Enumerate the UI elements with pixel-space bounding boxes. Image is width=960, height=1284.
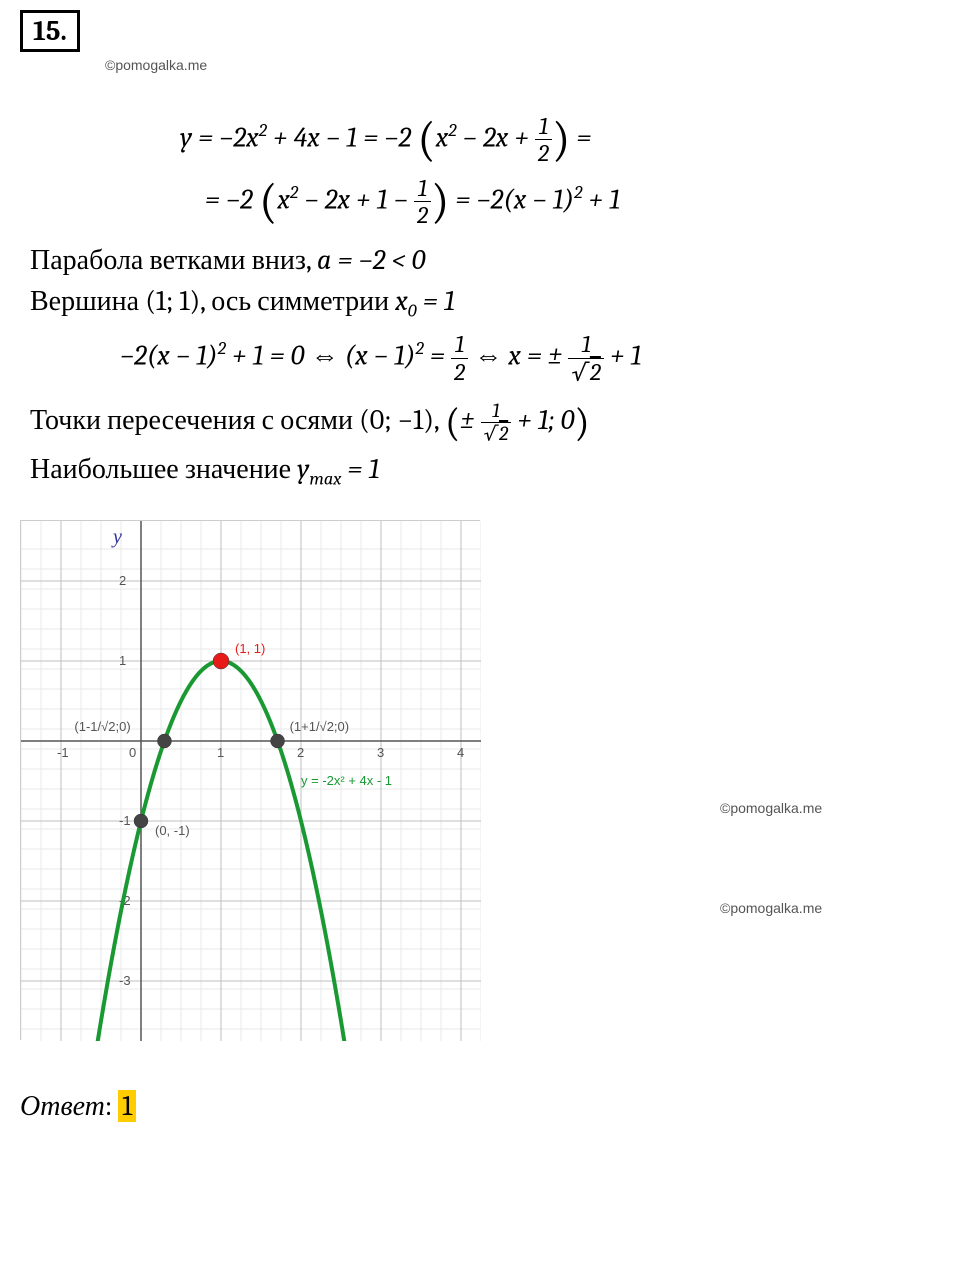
answer-colon: : — [105, 1090, 118, 1122]
svg-text:-1: -1 — [57, 745, 69, 760]
svg-text:(1+1/√2;0): (1+1/√2;0) — [290, 719, 350, 734]
equation-line-3: −2(x − 1)2 + 1 = 0 ⇔ (x − 1)2 = 12 ⇔ x =… — [120, 331, 940, 385]
ti-b: + 1; 0 — [511, 404, 574, 436]
frac-den-5: √2 — [481, 423, 512, 445]
svg-text:-3: -3 — [119, 973, 131, 988]
answer-label: Ответ — [20, 1090, 105, 1122]
svg-text:1: 1 — [119, 653, 126, 668]
svg-text:3: 3 — [377, 745, 384, 760]
eq3-a: −2(x − 1) — [120, 340, 218, 372]
eq1-b: + 4x − 1 = −2 — [267, 121, 417, 153]
text-vertex-x: x — [395, 285, 408, 317]
svg-text:2: 2 — [297, 745, 304, 760]
text-parabola-pre: Парабола ветками вниз, — [30, 244, 317, 276]
frac-den-4: √2 — [568, 359, 603, 385]
eq1-a: y = −2x — [180, 121, 259, 153]
text-vertex-post: = 1 — [417, 285, 455, 317]
watermark-side-1: ©pomogalka.me — [720, 800, 822, 816]
eq3-d: ⇔ x = ± — [468, 340, 568, 372]
text-parabola-direction: Парабола ветками вниз, a = −2 < 0 — [30, 244, 940, 277]
eq3-c: = — [424, 340, 451, 372]
tm-post: = 1 — [341, 453, 379, 485]
text-vertex-pre: Вершина (1; 1), ось симметрии — [30, 285, 395, 317]
text-max: Наибольшее значение ymax = 1 — [30, 453, 940, 490]
eq1-trail: = — [570, 121, 591, 153]
frac-num: 1 — [535, 113, 552, 140]
svg-text:1: 1 — [217, 745, 224, 760]
equation-line-2: = −2 (x2 − 2x + 1 − 12) = −2(x − 1)2 + 1 — [205, 175, 940, 229]
svg-text:(0, -1): (0, -1) — [155, 823, 190, 838]
text-vertex: Вершина (1; 1), ось симметрии x0 = 1 — [30, 285, 940, 322]
eq1-d: − 2x + — [457, 121, 535, 153]
svg-text:4: 4 — [457, 745, 464, 760]
text-intersections: Точки пересечения с осями (0; −1), (± 1√… — [30, 400, 940, 445]
text-max-pre: Наибольшее значение — [30, 453, 297, 485]
frac-num-2: 1 — [414, 175, 431, 202]
tm-sub: max — [309, 469, 341, 490]
problem-number: 15. — [20, 10, 80, 52]
eq2-a: x — [277, 183, 290, 215]
svg-text:0: 0 — [129, 745, 136, 760]
eq3-b: + 1 = 0 ⇔ (x − 1) — [226, 340, 416, 372]
svg-text:2: 2 — [119, 573, 126, 588]
frac-num-4: 1 — [568, 331, 603, 358]
eq2-plus1: + 1 — [582, 183, 620, 215]
eq2-after: = −2(x − 1) — [449, 183, 574, 215]
svg-text:-1: -1 — [119, 813, 131, 828]
svg-text:y = -2x² + 4x - 1: y = -2x² + 4x - 1 — [301, 773, 392, 788]
eq3-e: + 1 — [604, 340, 642, 372]
eq2-b: − 2x + 1 − — [298, 183, 414, 215]
ti-a: ± — [460, 404, 480, 436]
frac-den-3: 2 — [451, 359, 468, 385]
text-parabola-math: a = −2 < 0 — [317, 244, 425, 276]
tm-y: y — [297, 453, 309, 485]
text-intersect-pre: Точки пересечения с осями (0; −1), — [30, 404, 445, 436]
graph: -101234-3-2-112xyy = -2x² + 4x - 1(1, 1)… — [20, 520, 480, 1040]
watermark-side-2: ©pomogalka.me — [720, 900, 822, 916]
svg-text:(1-1/√2;0): (1-1/√2;0) — [74, 719, 130, 734]
svg-text:y: y — [111, 526, 122, 548]
frac-den-2: 2 — [414, 202, 431, 228]
graph-svg: -101234-3-2-112xyy = -2x² + 4x - 1(1, 1)… — [21, 521, 481, 1041]
watermark-top: ©pomogalka.me — [105, 57, 940, 73]
answer-row: Ответ: 1 — [20, 1090, 940, 1123]
answer-value: 1 — [118, 1090, 136, 1122]
eq1-c: x — [436, 121, 449, 153]
eq2-lead: = −2 — [205, 183, 259, 215]
frac-num-5: 1 — [481, 400, 512, 423]
frac-den: 2 — [535, 140, 552, 166]
equation-line-1: y = −2x2 + 4x − 1 = −2 (x2 − 2x + 12) = — [180, 113, 940, 167]
frac-num-3: 1 — [451, 331, 468, 358]
svg-text:(1, 1): (1, 1) — [235, 641, 265, 656]
